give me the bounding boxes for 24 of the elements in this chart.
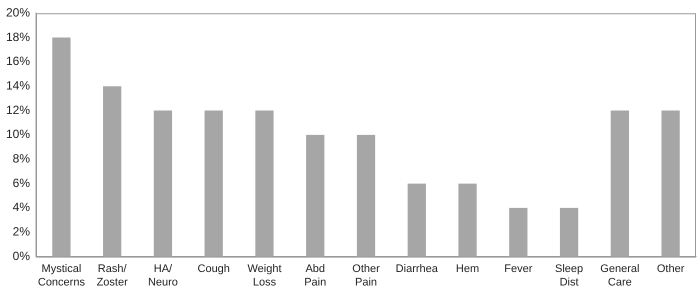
x-tick-label: Rash/Zoster [96,263,128,288]
x-tick-label: Other Pain [352,263,380,288]
x-tick-label: Hem [456,263,480,276]
y-tick-label: 4% [12,200,30,214]
x-tick-label: General Care [600,263,640,288]
y-tick-label: 20% [6,6,30,20]
y-tick-label: 16% [6,54,30,68]
x-tick-label: Abd Pain [304,263,326,288]
x-tick-label: HA/Neuro [148,263,178,288]
y-tick-label: 12% [6,102,30,117]
x-tick-label: Weight Loss [247,263,282,288]
y-tick-label: 0% [12,248,30,263]
x-tick-label: Sleep Dist [555,263,584,288]
y-tick-label: 10% [6,127,30,142]
x-tick-label: Other [656,263,685,276]
y-tick-label: 2% [12,224,30,239]
x-tick-label: Diarrhea [396,263,439,276]
y-tick-label: 14% [6,78,30,93]
x-tick-label: Mystical Concerns [38,263,86,288]
y-tick-label: 8% [12,152,30,166]
x-tick-label: Cough [197,263,230,276]
y-tick-label: 18% [6,30,30,44]
x-tick-label: Fever [504,263,533,276]
y-tick-label: 6% [12,176,30,190]
